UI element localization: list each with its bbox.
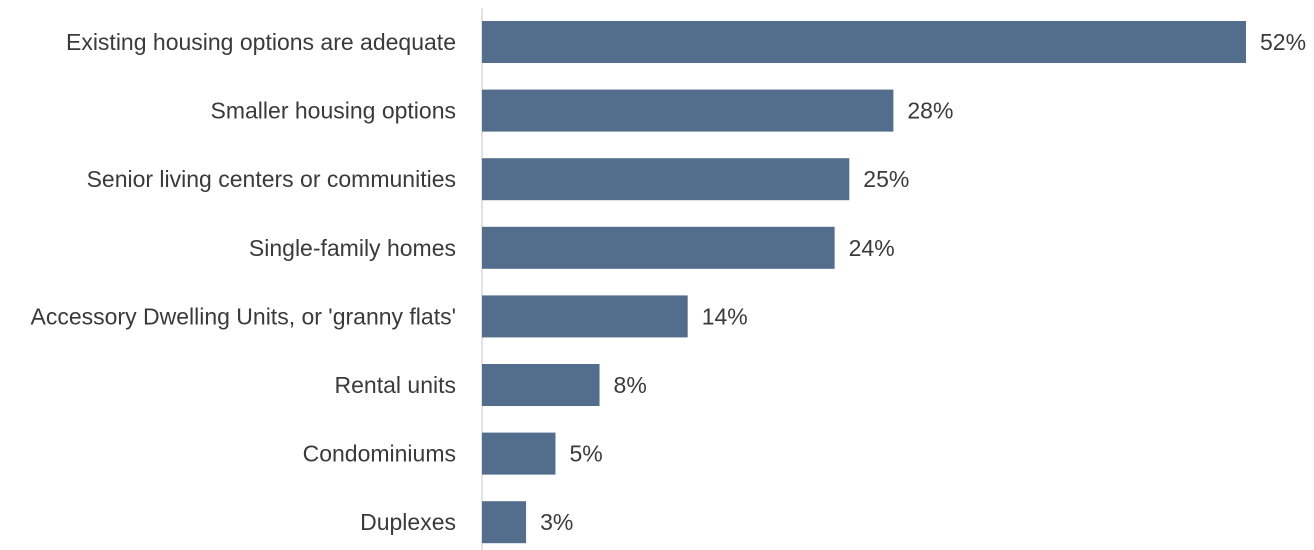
bar <box>482 432 556 475</box>
value-label: 25% <box>863 166 909 192</box>
bar <box>482 295 688 338</box>
value-label: 8% <box>614 372 647 398</box>
value-label: 5% <box>569 441 602 467</box>
value-label: 3% <box>540 509 573 535</box>
value-label: 14% <box>702 303 748 329</box>
bars-group <box>482 21 1246 544</box>
category-label: Smaller housing options <box>211 98 456 124</box>
bar <box>482 364 600 406</box>
bar <box>482 89 894 132</box>
value-label: 28% <box>907 98 953 124</box>
category-label: Single-family homes <box>249 235 456 261</box>
bar <box>482 501 527 544</box>
value-label: 52% <box>1260 29 1306 55</box>
category-labels-group: Existing housing options are adequate Sma… <box>31 29 457 535</box>
category-label: Existing housing options are adequate <box>66 29 456 55</box>
bar <box>482 21 1246 63</box>
category-label: Rental units <box>335 372 456 398</box>
category-label: Duplexes <box>360 509 456 535</box>
bar <box>482 158 850 201</box>
value-labels-group: 52% 28% 25% 24% 14% 8% 5% 3% <box>540 29 1306 535</box>
category-label: Condominiums <box>303 441 456 467</box>
bar <box>482 226 835 269</box>
category-label: Senior living centers or communities <box>87 166 456 192</box>
value-label: 24% <box>849 235 895 261</box>
category-label: Accessory Dwelling Units, or 'granny fla… <box>31 303 457 329</box>
